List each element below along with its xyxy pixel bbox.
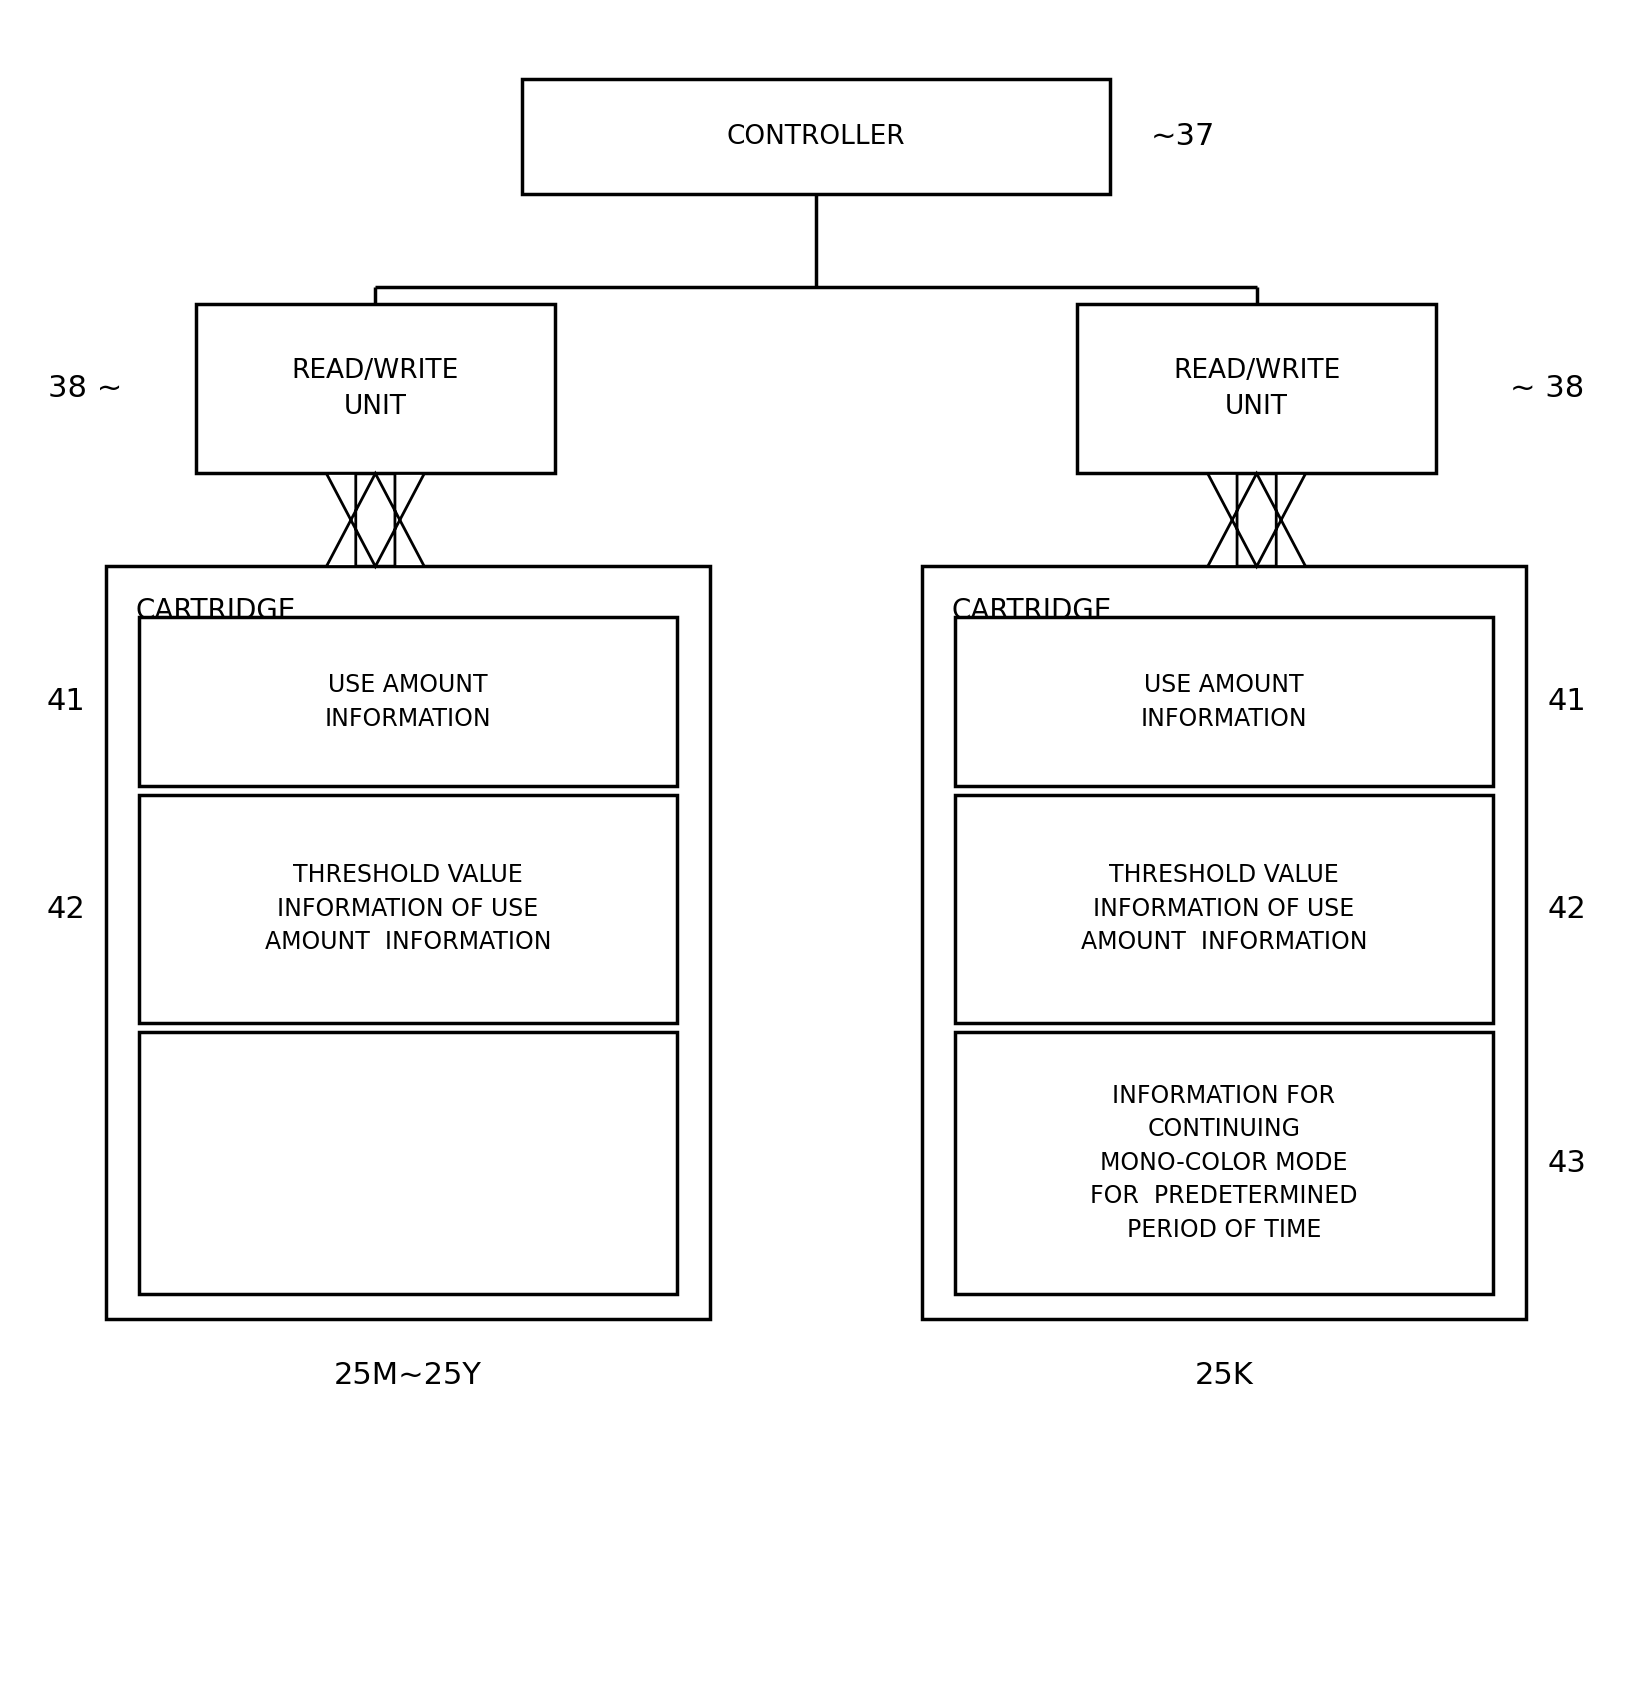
Text: 42: 42 xyxy=(46,895,85,925)
Text: 38 ~: 38 ~ xyxy=(49,374,122,404)
Bar xyxy=(106,566,710,1319)
Bar xyxy=(139,1032,677,1294)
Bar xyxy=(922,566,1526,1319)
Bar xyxy=(522,79,1110,194)
Bar xyxy=(139,617,677,786)
Text: THRESHOLD VALUE
INFORMATION OF USE
AMOUNT  INFORMATION: THRESHOLD VALUE INFORMATION OF USE AMOUN… xyxy=(264,864,552,954)
Text: READ/WRITE
UNIT: READ/WRITE UNIT xyxy=(1173,358,1340,419)
Text: ~ 38: ~ 38 xyxy=(1510,374,1583,404)
Polygon shape xyxy=(326,473,424,566)
Text: CONTROLLER: CONTROLLER xyxy=(726,123,906,150)
Polygon shape xyxy=(1208,473,1306,566)
Text: 25K: 25K xyxy=(1195,1361,1253,1390)
Text: 42: 42 xyxy=(1547,895,1586,925)
Text: USE AMOUNT
INFORMATION: USE AMOUNT INFORMATION xyxy=(1141,673,1307,731)
Bar xyxy=(955,1032,1493,1294)
Bar xyxy=(955,795,1493,1023)
Text: 41: 41 xyxy=(1547,687,1586,717)
Bar xyxy=(139,795,677,1023)
Text: READ/WRITE
UNIT: READ/WRITE UNIT xyxy=(292,358,459,419)
Text: THRESHOLD VALUE
INFORMATION OF USE
AMOUNT  INFORMATION: THRESHOLD VALUE INFORMATION OF USE AMOUN… xyxy=(1080,864,1368,954)
Text: ~37: ~37 xyxy=(1151,122,1214,152)
Text: 43: 43 xyxy=(1547,1148,1586,1179)
Text: 25M~25Y: 25M~25Y xyxy=(335,1361,481,1390)
Text: 41: 41 xyxy=(46,687,85,717)
Bar xyxy=(955,617,1493,786)
Text: CARTRIDGE: CARTRIDGE xyxy=(951,597,1111,626)
Text: USE AMOUNT
INFORMATION: USE AMOUNT INFORMATION xyxy=(325,673,491,731)
Bar xyxy=(196,304,555,473)
Bar xyxy=(1077,304,1436,473)
Text: CARTRIDGE: CARTRIDGE xyxy=(135,597,295,626)
Text: INFORMATION FOR
CONTINUING
MONO-COLOR MODE
FOR  PREDETERMINED
PERIOD OF TIME: INFORMATION FOR CONTINUING MONO-COLOR MO… xyxy=(1090,1084,1358,1241)
